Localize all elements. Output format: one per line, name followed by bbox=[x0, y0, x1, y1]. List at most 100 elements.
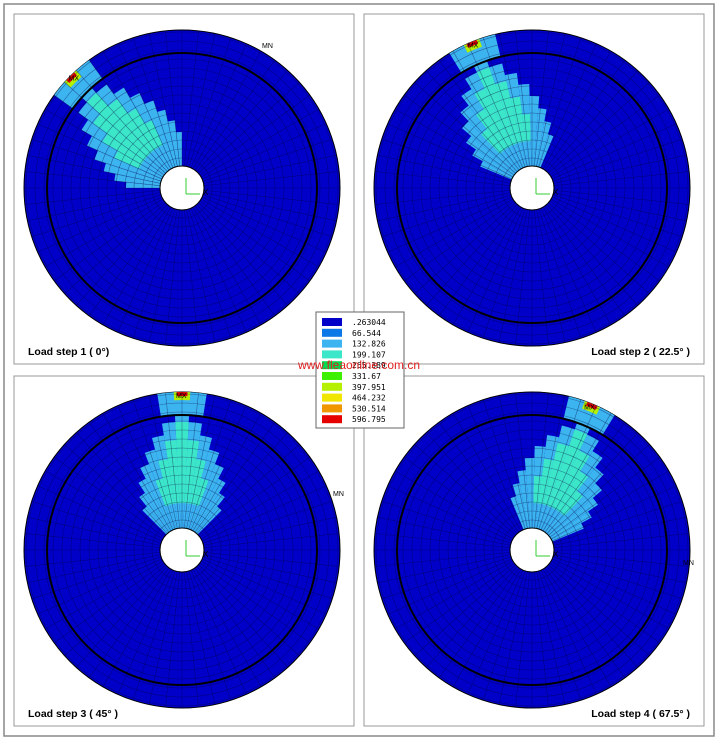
stress-band bbox=[193, 492, 225, 533]
mesh-ring bbox=[133, 139, 231, 237]
stress-band bbox=[155, 478, 170, 507]
panel: X MX Load step 2 ( 22.5° ) bbox=[363, 13, 705, 365]
mesh-ring bbox=[456, 112, 608, 264]
mesh-ring bbox=[420, 438, 644, 662]
legend-label: 66.544 bbox=[352, 329, 381, 338]
max-label: MX bbox=[176, 393, 187, 400]
stress-band bbox=[144, 100, 176, 168]
stress-band bbox=[176, 132, 182, 167]
legend-swatch bbox=[322, 361, 342, 370]
mesh-ring bbox=[61, 429, 303, 671]
max-label: MX bbox=[584, 404, 595, 411]
stress-band bbox=[538, 458, 554, 505]
legend-label: 265.389 bbox=[352, 361, 386, 370]
mesh-ring bbox=[438, 94, 626, 282]
legend-swatch bbox=[322, 339, 342, 348]
max-label: MX bbox=[69, 75, 80, 82]
stress-band bbox=[127, 108, 159, 150]
stress-cap bbox=[563, 396, 615, 435]
mesh-ring bbox=[429, 85, 635, 291]
legend-swatch bbox=[322, 415, 342, 424]
stress-band bbox=[547, 483, 602, 536]
mesh-ring bbox=[483, 139, 581, 237]
mesh-ring bbox=[438, 456, 626, 644]
mesh-ring bbox=[106, 474, 258, 626]
legend-label: 397.951 bbox=[352, 383, 386, 392]
mesh-ring bbox=[151, 157, 213, 219]
mesh-ring bbox=[52, 58, 312, 318]
stress-band bbox=[139, 492, 171, 533]
stress-band bbox=[510, 96, 526, 143]
stress-band bbox=[138, 478, 173, 532]
stress-band bbox=[547, 429, 588, 508]
mesh-ring bbox=[151, 519, 213, 581]
stress-band bbox=[195, 506, 222, 535]
stress-band bbox=[551, 523, 584, 542]
axis-triad bbox=[185, 178, 200, 195]
legend-swatch bbox=[322, 350, 342, 359]
mesh-ring bbox=[429, 447, 635, 653]
mesh-ring bbox=[474, 492, 590, 608]
mesh-ring bbox=[384, 40, 680, 336]
axis-triad bbox=[535, 178, 550, 195]
legend-label: 596.795 bbox=[352, 415, 386, 424]
stress-cap bbox=[157, 392, 207, 416]
stress-band bbox=[103, 163, 162, 184]
mesh-ring bbox=[447, 465, 617, 635]
mesh-ring bbox=[79, 85, 285, 291]
axis-label: X bbox=[203, 550, 209, 559]
stress-band bbox=[476, 67, 517, 146]
min-label: MN bbox=[683, 560, 694, 567]
stress-band bbox=[164, 440, 180, 504]
axis-label: X bbox=[553, 550, 559, 559]
mesh-ring bbox=[483, 501, 581, 599]
stress-band bbox=[86, 92, 151, 157]
stress-band bbox=[142, 506, 169, 535]
mesh-ring bbox=[88, 456, 276, 644]
mesh-ring bbox=[52, 420, 312, 680]
stress-band bbox=[538, 134, 554, 168]
legend-label: 132.826 bbox=[352, 340, 386, 349]
hole bbox=[509, 165, 555, 211]
stress-band bbox=[158, 459, 175, 505]
stress-band bbox=[480, 161, 513, 180]
legend-swatch bbox=[322, 404, 342, 413]
axis-label: X bbox=[203, 188, 209, 197]
legend-swatch bbox=[322, 382, 342, 391]
mesh-ring bbox=[97, 103, 267, 273]
panel: X MX MN Load step 4 ( 67.5° ) bbox=[363, 375, 705, 727]
mesh-ring bbox=[34, 40, 330, 336]
legend-swatch bbox=[322, 318, 342, 326]
min-label: MN bbox=[333, 491, 344, 498]
mesh-ring bbox=[501, 519, 563, 581]
stress-band bbox=[552, 450, 590, 510]
panel: X MX MN Load step 3 ( 45° ) bbox=[13, 375, 355, 727]
stress-band bbox=[167, 120, 180, 167]
max-label: MX bbox=[468, 42, 479, 49]
stress-cap bbox=[54, 60, 103, 109]
mesh-ring bbox=[375, 393, 689, 707]
legend-swatch bbox=[322, 372, 342, 380]
legend-label: 199.107 bbox=[352, 350, 386, 359]
stress-band bbox=[126, 182, 161, 188]
stress-band bbox=[517, 470, 531, 529]
mesh-ring bbox=[115, 121, 249, 255]
mesh-ring bbox=[88, 94, 276, 282]
stress-peak bbox=[66, 72, 77, 83]
mesh-ring bbox=[492, 148, 572, 228]
mesh-ring bbox=[142, 148, 222, 228]
mesh-ring bbox=[115, 483, 249, 617]
mesh-ring bbox=[411, 67, 653, 309]
stress-band bbox=[495, 81, 522, 144]
stress-peak bbox=[176, 392, 188, 397]
mesh-ring bbox=[43, 49, 321, 327]
stress-band bbox=[529, 96, 540, 167]
mesh-ring bbox=[375, 31, 689, 345]
legend-label: 331.67 bbox=[352, 372, 381, 381]
mesh-ring bbox=[384, 402, 680, 698]
mesh-ring bbox=[447, 103, 617, 273]
panel: X MX MN Load step 1 ( 0°) bbox=[13, 13, 355, 365]
stress-band bbox=[140, 464, 175, 531]
mesh-ring bbox=[393, 411, 671, 689]
